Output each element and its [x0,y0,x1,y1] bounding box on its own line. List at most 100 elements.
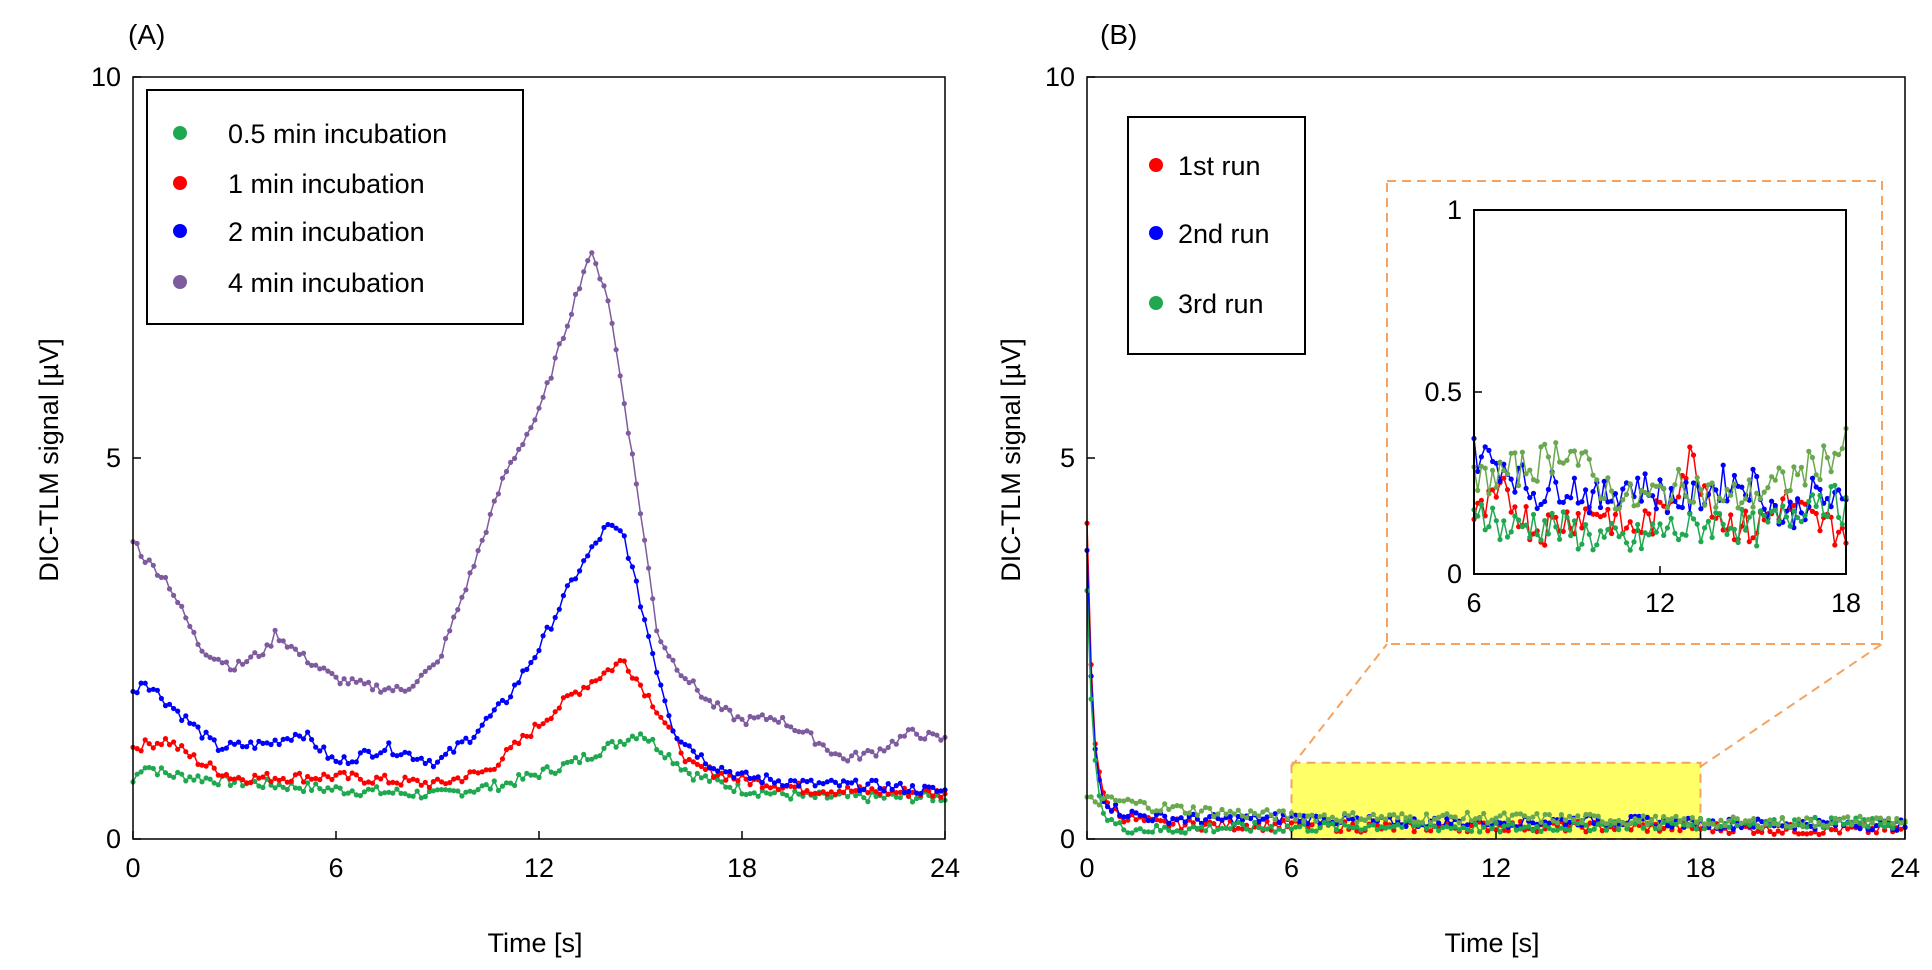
inset-baseline-point [1549,470,1555,476]
panel-a-ylabel: DIC-TLM signal [µV] [34,338,64,582]
series-b-1st-run-point [1599,828,1605,834]
series-a-0-5-min-incubation-point [361,789,367,795]
inset-2nd-run-point [1724,498,1730,504]
inset-3rd-run-point [1702,525,1708,531]
inset-1st-run-point [1490,487,1496,493]
series-b-3rd-run-point [1252,819,1258,826]
series-a-0-5-min-incubation-point [593,754,599,760]
series-b-baseline-point [1100,795,1106,802]
series-b-baseline-point [1239,813,1245,819]
series-a-4-min-incubation-point [345,681,351,687]
series-b-baseline-point [1567,813,1573,819]
inset-3rd-run-point [1650,521,1656,527]
series-b-baseline-point [1215,811,1221,817]
series-a-0-5-min-incubation-point [532,772,538,778]
inset-2nd-run-point [1523,485,1529,491]
inset-baseline-point [1668,497,1674,503]
inset-3rd-run-point [1839,521,1845,527]
series-b-baseline-point [1812,823,1818,829]
series-a-1-min-incubation-point [621,658,627,664]
series-b-2nd-run-point [1853,823,1859,829]
series-a-4-min-incubation-point [706,697,713,704]
series-a-4-min-incubation-point [572,291,579,297]
series-a-0-5-min-incubation-point [382,790,388,796]
inset-baseline-point [1519,449,1525,455]
series-a-1-min-incubation-point [455,775,461,781]
series-b-baseline-point [1235,807,1241,813]
series-a-2-min-incubation-point [934,788,940,794]
series-a-2-min-incubation-point [357,750,363,756]
series-a-1-min-incubation-point [540,721,546,727]
series-a-2-min-incubation-point [625,555,631,561]
series-b-baseline-point [1542,811,1548,818]
series-b-baseline-point [1873,815,1879,821]
series-a-2-min-incubation-point [422,760,428,767]
series-b-3rd-run-point [1591,826,1597,832]
series-b-3rd-run-point [1452,824,1458,830]
series-a-0-5-min-incubation-point [337,785,343,791]
series-a-2-min-incubation-point [617,528,623,534]
series-a-1-min-incubation-point [499,756,506,762]
series-b-2nd-run-point [1178,815,1184,821]
series-a-4-min-incubation-point [605,298,611,304]
series-b-1st-run-point [1751,830,1757,837]
series-a-2-min-incubation-point [873,777,879,784]
inset-1st-run-point [1690,452,1697,458]
series-a-4-min-incubation-point [918,735,924,742]
inset-3rd-run-point [1568,533,1574,539]
inset-2nd-run-point [1478,454,1484,460]
series-a-1-min-incubation-point [682,759,688,765]
series-b-1st-run-point [1141,818,1147,824]
series-b-baseline-point [1477,815,1483,822]
series-a-1-min-incubation-point [666,724,672,730]
series-a-4-min-incubation-point [394,683,400,689]
series-a-2-min-incubation-point [248,739,254,745]
series-b-3rd-run-point [1640,825,1646,831]
series-a-0-5-min-incubation-point [678,767,684,773]
series-a-4-min-incubation-point [686,680,692,686]
series-b-baseline-point [1313,818,1319,824]
series-a-0-5-min-incubation-point [637,731,644,737]
series-b-1st-run-point [1350,821,1356,827]
series-b-baseline-point [1603,821,1609,827]
series-a-4-min-incubation-point [637,511,644,517]
series-a-1-min-incubation-point [150,745,156,751]
series-b-3rd-run-point [1575,821,1581,827]
series-a-2-min-incubation-point [637,604,644,610]
series-b-1st-run-point [1338,828,1344,835]
series-a-0-5-min-incubation-point [540,766,546,772]
inset-baseline-point [1709,480,1715,486]
inset-3rd-run-point [1757,508,1763,514]
series-a-2-min-incubation-point [877,785,883,792]
series-b-2nd-run-point [1591,821,1597,827]
series-a-2-min-incubation-point [548,626,554,632]
series-b-baseline-point [1882,819,1888,825]
series-b-1st-run-point [1583,829,1589,835]
inset-1st-run-point [1728,512,1734,518]
inset-1st-run-point [1508,509,1514,515]
inset-3rd-run-point [1798,519,1804,525]
series-b-2nd-run-point [1145,817,1151,824]
series-a-1-min-incubation-point [414,777,420,784]
inset-2nd-run-point [1590,489,1596,495]
panel-b-xtick-label: 24 [1890,853,1920,883]
series-b-1st-run-point [1211,821,1217,827]
series-a-0-5-min-incubation-point [394,786,400,792]
series-a-4-min-incubation-point [268,643,274,649]
inset-baseline-point [1757,496,1763,502]
series-a-1-min-incubation-point [402,774,408,780]
series-b-1st-run-point [1800,830,1806,837]
inset-3rd-run-point [1661,532,1667,539]
series-a-1-min-incubation-point [195,761,201,768]
series-a-0-5-min-incubation-point [654,747,660,753]
inset-baseline-point [1545,454,1551,460]
inset-2nd-run-point [1497,478,1503,484]
series-b-3rd-run-point [1522,824,1528,830]
series-a-1-min-incubation-point [865,790,871,796]
series-a-2-min-incubation-point [231,741,238,747]
series-b-3rd-run-point [1828,815,1834,821]
inset-2nd-run-point [1545,486,1551,493]
inset-2nd-run-point [1635,475,1641,481]
series-b-3rd-run-point [1423,825,1430,832]
series-a-1-min-incubation-point [593,678,599,684]
